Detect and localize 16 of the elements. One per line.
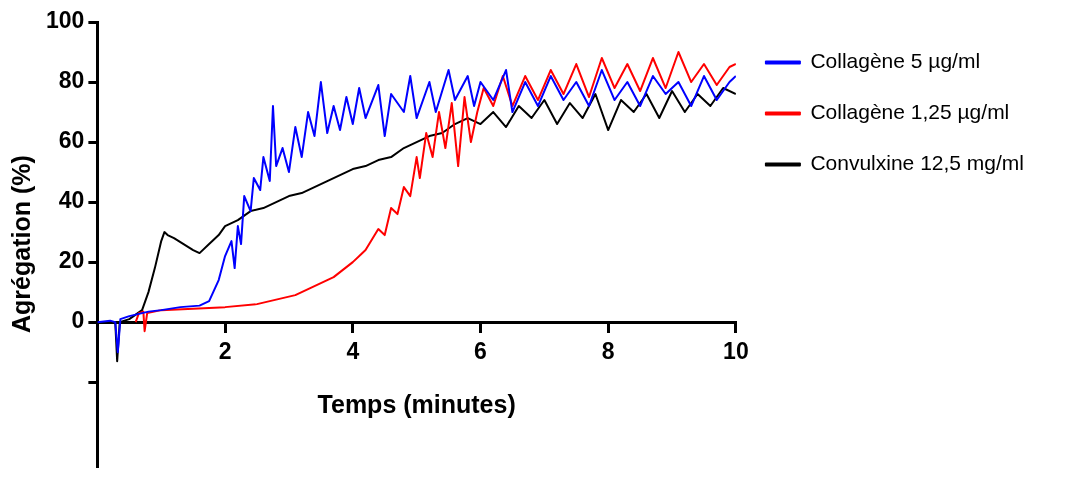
- legend-label: Collagène 1,25 µg/ml: [810, 100, 1010, 124]
- legend-label: Collagène 5 µg/ml: [810, 49, 981, 73]
- y-tick-label: 40: [58, 187, 85, 214]
- y-tick-label: 20: [58, 247, 85, 274]
- y-tick-label: 0: [71, 307, 85, 334]
- y-tick-label: 60: [58, 127, 85, 154]
- y-tick-label: 100: [46, 7, 85, 34]
- x-tick-label: 4: [346, 338, 360, 365]
- x-tick-label: 6: [474, 338, 487, 365]
- x-axis-title: Temps (minutes): [317, 389, 516, 418]
- x-tick-label: 10: [723, 338, 749, 365]
- y-tick-label: 80: [58, 67, 85, 94]
- x-tick-label: 2: [218, 338, 232, 365]
- x-tick-label: 8: [601, 338, 615, 365]
- y-axis-title: Agrégation (%): [6, 155, 35, 333]
- legend-label: Convulxine 12,5 mg/ml: [810, 151, 1025, 175]
